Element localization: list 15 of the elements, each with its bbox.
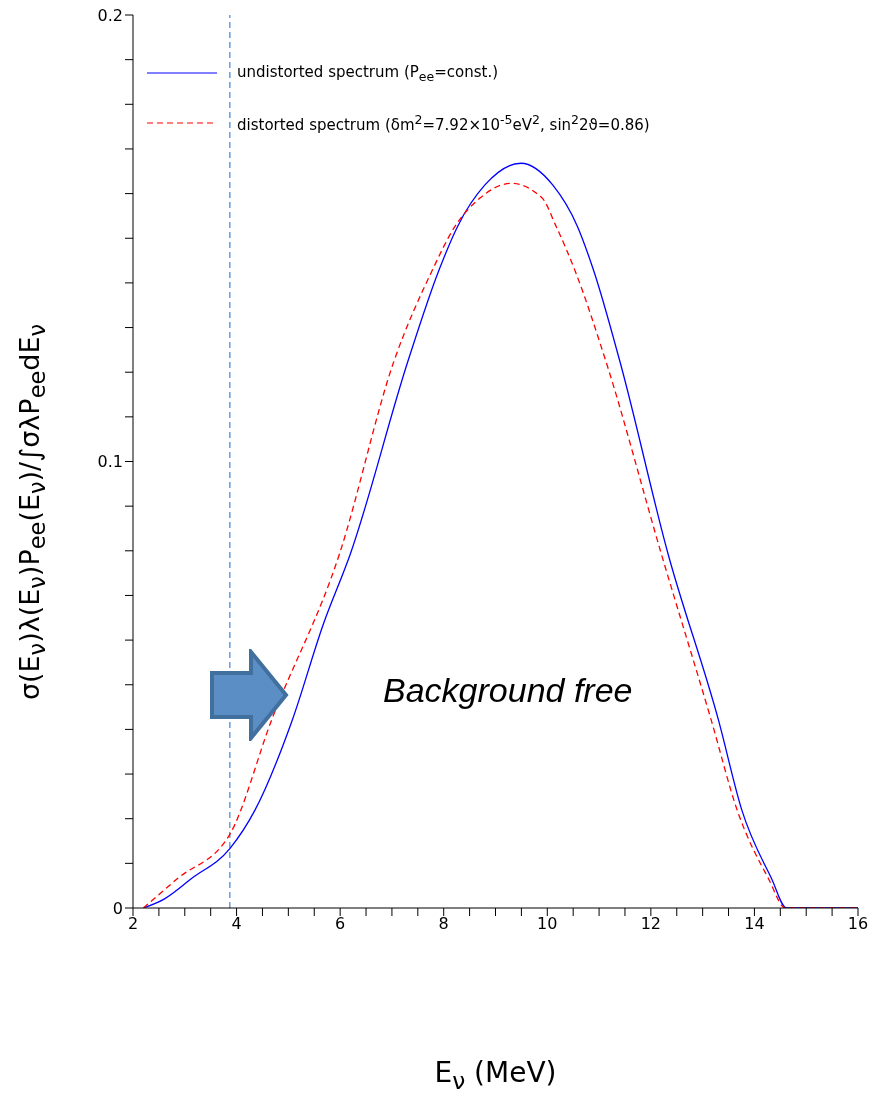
y-tick-label: 0.1 [97, 452, 123, 472]
x-tick-label: 8 [438, 914, 449, 934]
y-tick-label: 0 [112, 898, 123, 918]
x-axis-title: E$_{ν}$ (MeV) [434, 1056, 557, 1095]
x-tick-label: 2 [127, 914, 139, 934]
x-tick-label: 16 [847, 914, 869, 934]
x-tick-label: 4 [231, 914, 242, 934]
y-tick-label: 0.2 [97, 5, 123, 25]
x-tick-label: 10 [537, 914, 558, 934]
x-tick-label: 6 [335, 914, 346, 934]
x-tick-label: 14 [744, 914, 765, 934]
legend-label: undistorted spectrum (P$_{ee}$=const.) [237, 62, 499, 84]
text: distorted spectrum (δm$^{2}$=7.92×10$^{-5}$eV$^{2}$, sin$^{2}$2ϑ=0.86) [237, 112, 650, 134]
annotation: Background free [383, 671, 633, 710]
x-tick-label: 12 [640, 914, 662, 934]
